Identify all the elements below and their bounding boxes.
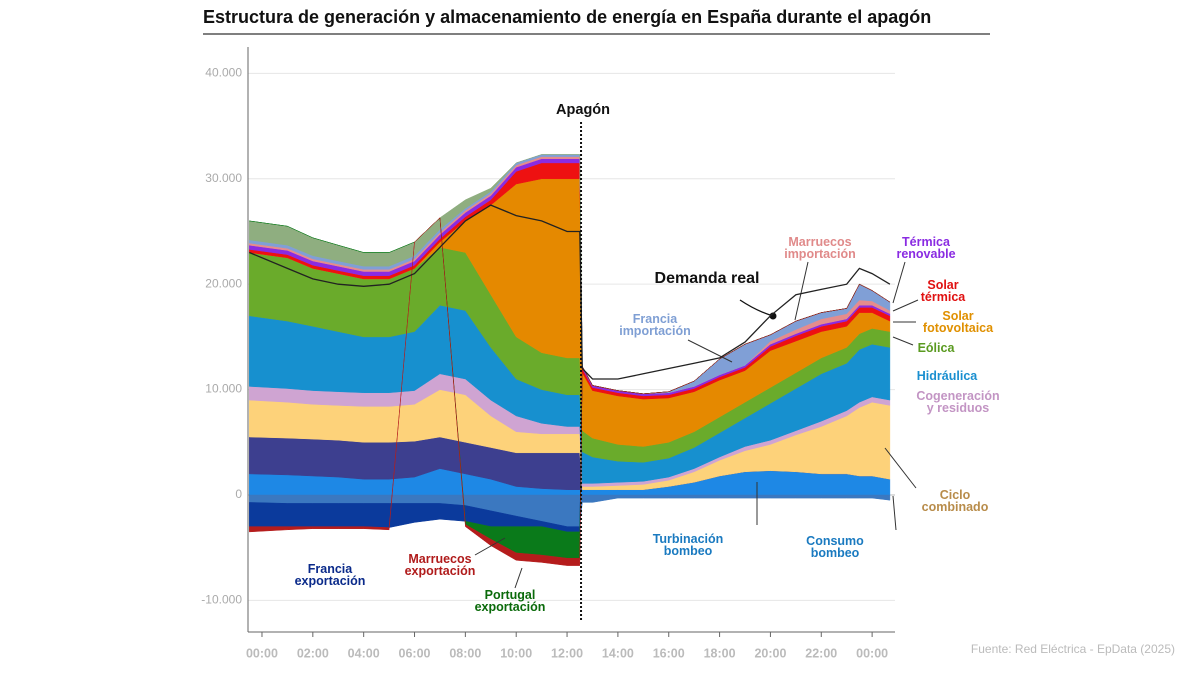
x-tick-label: 20:00 (754, 646, 786, 660)
series-label: Francia exportación (294, 562, 366, 588)
series-label: Portugal exportación (474, 588, 546, 614)
leader (892, 495, 897, 531)
x-tick-label: 08:00 (449, 646, 481, 660)
y-tick-label: -10.000 (201, 593, 242, 607)
x-tick-label: 22:00 (805, 646, 837, 660)
source: Fuente: Red Eléctrica - EpData (2025) (971, 642, 1175, 656)
series-label: Eólica (917, 341, 955, 355)
line (249, 204, 891, 380)
leader (514, 567, 523, 589)
area (249, 217, 891, 566)
areas (249, 154, 891, 566)
series-label: Turbinación bombeo (652, 532, 724, 558)
leader (892, 261, 906, 304)
series-label: Demanda real (654, 270, 760, 287)
chart-title: Estructura de generación y almacenamient… (203, 7, 931, 27)
demand-arrow (739, 299, 771, 316)
x-tick-label: 16:00 (653, 646, 685, 660)
leader (892, 299, 919, 312)
leader (884, 447, 917, 489)
series-label: Francia importación (619, 312, 691, 338)
x-tick-label: 12:00 (551, 646, 583, 660)
y-tick-label: 0 (235, 487, 242, 501)
x-tick-label: 02:00 (297, 646, 329, 660)
x-tick-label: 06:00 (399, 646, 431, 660)
series-label: Solar térmica (920, 278, 966, 304)
y-tick-label: 10.000 (205, 382, 242, 396)
leader (794, 261, 809, 321)
y-tick-label: 30.000 (205, 171, 242, 185)
y-tick-label: 40.000 (205, 66, 242, 80)
axes (247, 47, 895, 633)
leaders (474, 261, 919, 589)
leader (474, 537, 506, 556)
x-tick-label: 10:00 (500, 646, 532, 660)
x-tick-label: 18:00 (704, 646, 736, 660)
x-tick-label: 00:00 (856, 646, 888, 660)
series-label: Cogeneración y residuos (916, 389, 1000, 415)
series-label: Ciclo combinado (921, 488, 989, 514)
x-tick-label: 04:00 (348, 646, 380, 660)
series-label: Marruecos importación (784, 235, 856, 261)
series-label: Térmica renovable (896, 235, 956, 261)
leader (687, 339, 733, 363)
x-tick-label: 14:00 (602, 646, 634, 660)
leader (892, 336, 914, 346)
demand-dot (769, 312, 777, 320)
series-label: Consumo bombeo (806, 534, 864, 560)
series-label: Hidráulica (916, 369, 978, 383)
series-label: Solar fotovoltaica (922, 309, 994, 335)
y-tick-label: 20.000 (205, 276, 242, 290)
x-tick-label: 00:00 (246, 646, 278, 660)
series-label: Marruecos exportación (404, 552, 476, 578)
annotation: Apagón (556, 102, 610, 118)
